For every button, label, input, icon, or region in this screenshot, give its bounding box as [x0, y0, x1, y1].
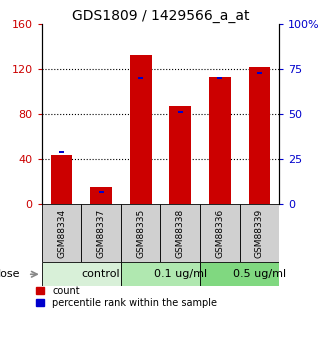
Bar	[160, 204, 200, 262]
Bar	[121, 262, 200, 286]
Bar	[138, 77, 143, 79]
Bar	[200, 262, 279, 286]
Bar	[59, 151, 64, 153]
Bar	[240, 204, 279, 262]
Bar	[169, 106, 191, 204]
Bar	[42, 204, 81, 262]
Text: GSM88339: GSM88339	[255, 208, 264, 258]
Text: GSM88336: GSM88336	[215, 208, 224, 258]
Bar	[209, 77, 231, 204]
Bar	[51, 155, 73, 204]
Bar	[81, 204, 121, 262]
Bar	[90, 187, 112, 204]
Bar	[257, 72, 262, 74]
Text: 0.1 ug/ml: 0.1 ug/ml	[154, 269, 207, 279]
Bar	[200, 204, 240, 262]
Text: GSM88334: GSM88334	[57, 208, 66, 258]
Bar	[121, 204, 160, 262]
Bar	[130, 55, 152, 204]
Title: GDS1809 / 1429566_a_at: GDS1809 / 1429566_a_at	[72, 9, 249, 23]
Text: GSM88338: GSM88338	[176, 208, 185, 258]
Text: 0.5 ug/ml: 0.5 ug/ml	[233, 269, 286, 279]
Bar	[217, 77, 222, 79]
Legend: count, percentile rank within the sample: count, percentile rank within the sample	[35, 285, 218, 309]
Bar	[248, 67, 270, 204]
Text: GSM88337: GSM88337	[97, 208, 106, 258]
Bar	[178, 111, 183, 114]
Bar	[99, 190, 104, 193]
Text: dose: dose	[0, 269, 20, 279]
Bar	[42, 262, 121, 286]
Text: control: control	[82, 269, 120, 279]
Text: GSM88335: GSM88335	[136, 208, 145, 258]
